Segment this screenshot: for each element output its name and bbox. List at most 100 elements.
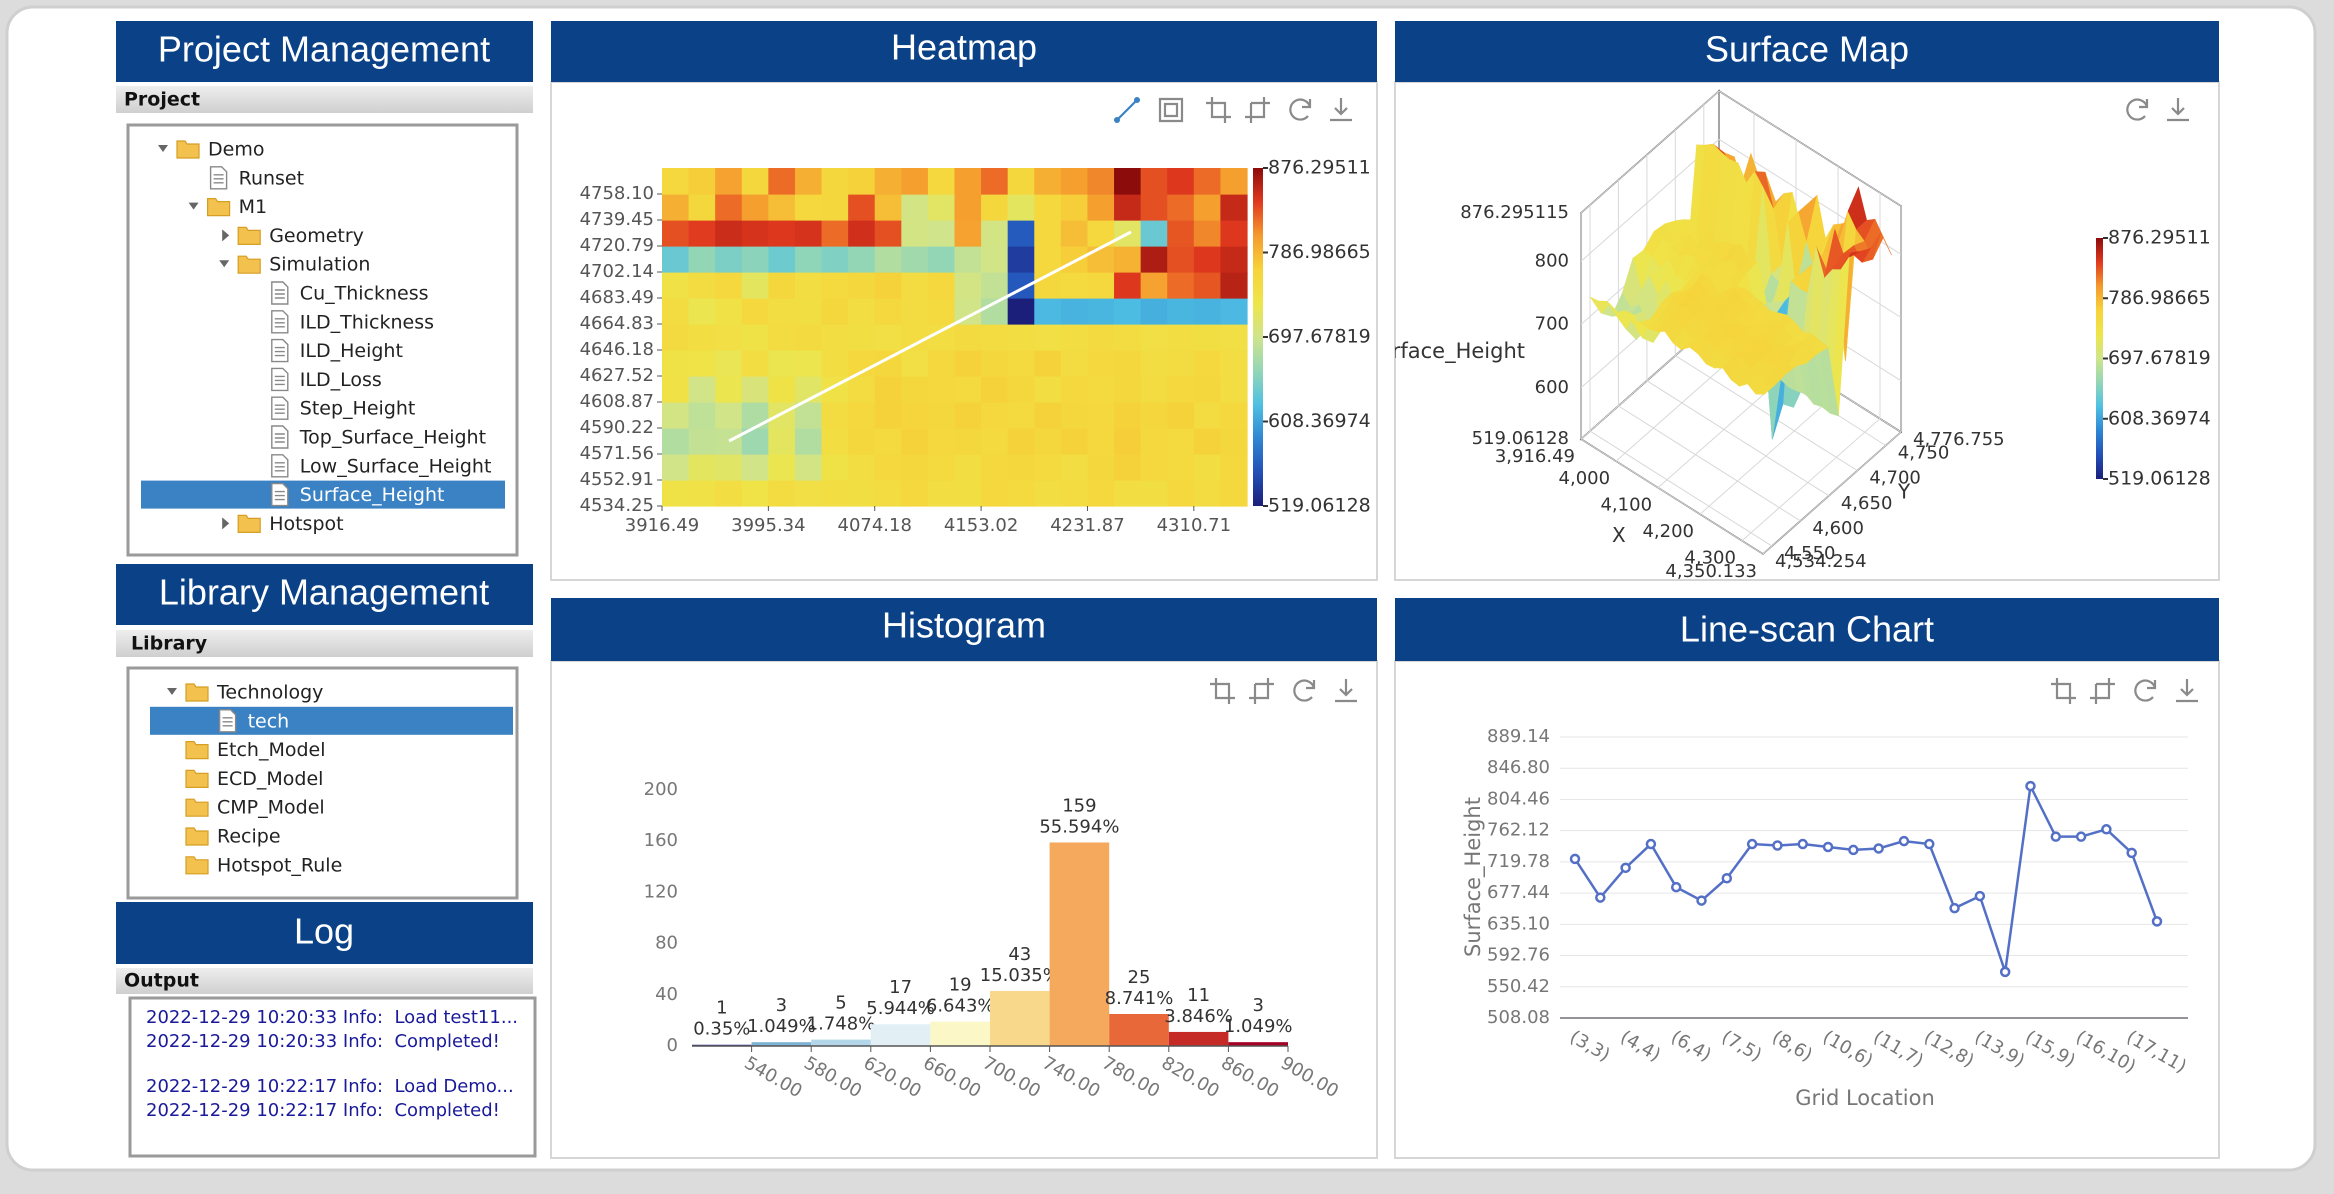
heatmap-cell [1167,324,1195,351]
tree-item[interactable]: Simulation [269,254,370,276]
file-icon [271,425,289,449]
toolbar-button[interactable] [1134,97,1140,103]
toolbar-button[interactable] [1289,98,1312,121]
heatmap-cell [848,454,876,481]
tree-item[interactable]: Cu_Thickness [300,283,429,305]
y-tick-label: 508.08 [1487,1007,1550,1028]
toolbar-button[interactable] [1249,678,1274,704]
heatmap-cell [1034,246,1062,273]
bar [1168,1031,1229,1046]
toolbar-button[interactable] [2090,678,2115,704]
panel-header [116,564,533,625]
heatmap-cell [1114,454,1142,481]
toolbar-button[interactable] [2051,678,2076,704]
tree-item[interactable]: M1 [239,196,267,218]
toolbar-button[interactable] [1206,97,1231,123]
y-tick-label: 846.80 [1487,757,1550,778]
tree-item[interactable]: Low_Surface_Height [300,455,492,477]
toolbar-button[interactable] [1335,679,1357,703]
heatmap-cell [715,220,743,247]
heatmap-cell [901,246,929,273]
heatmap-cell [1220,428,1248,455]
line-point [1797,838,1808,850]
heatmap-cell [954,220,982,247]
toolbar-button[interactable] [2126,98,2149,121]
heatmap-cell [1167,402,1195,429]
toolbar-button[interactable] [1330,98,1352,122]
tree-item[interactable]: tech [248,710,290,732]
toolbar-button[interactable] [2176,679,2198,703]
heatmap-cell [1114,298,1142,325]
y-tick-label: 160 [644,830,678,851]
toolbar-button[interactable] [1210,678,1235,704]
tree-item[interactable]: Top_Surface_Height [299,427,486,449]
tree-item[interactable]: Etch_Model [217,739,326,761]
toolbar-button[interactable] [1245,97,1270,123]
line-point [1746,838,1758,850]
heatmap-cell [848,298,876,325]
heatmap-cell [688,168,716,195]
tree-item[interactable]: ILD_Height [300,340,403,362]
tree-item[interactable]: Geometry [269,225,364,247]
heatmap-cell [874,428,902,455]
bar-percent-label: 1.049% [1224,1016,1293,1037]
toolbar-button[interactable] [2167,98,2189,122]
x-tick-label: 4,100 [1600,495,1652,516]
heatmap-cell [1087,246,1115,273]
heatmap-cell [715,428,743,455]
heatmap-cell [1220,194,1248,221]
heatmap-cell [954,272,982,299]
bar-percent-label: 1.748% [807,1014,876,1035]
heatmap-cell [848,220,876,247]
heatmap-cell [662,220,690,247]
file-icon [271,482,289,507]
line-point [1873,843,1884,854]
expander[interactable] [158,145,168,152]
tree-item[interactable]: ILD_Loss [300,369,382,391]
heatmap-cell [848,324,876,351]
toolbar-button[interactable] [2134,679,2157,702]
y-tick-label: 4683.49 [580,287,654,308]
heatmap-cell [1034,220,1062,247]
tree-item[interactable]: ILD_Thickness [300,311,434,333]
tree-item[interactable]: Technology [216,682,323,704]
expander[interactable] [219,260,230,268]
toolbar-button[interactable] [1116,99,1138,121]
tree-item[interactable]: Hotspot_Rule [217,854,342,876]
toolbar-button[interactable] [1158,97,1184,123]
selection[interactable] [150,706,513,735]
heatmap-cell [954,454,982,481]
expander[interactable] [188,202,199,210]
tree-item[interactable]: Demo [208,139,264,161]
tree-item[interactable]: Runset [239,167,304,189]
heatmap-cell [715,246,743,273]
sub-header [116,86,533,113]
toolbar-button[interactable] [1293,679,1316,702]
toolbar-button[interactable] [1114,117,1120,123]
tree-item[interactable]: Step_Height [300,398,416,420]
panel-header [116,21,533,82]
y-tick-label: 4,650 [1841,493,1893,514]
expander[interactable] [167,688,177,695]
y-tick-label: 4702.14 [580,261,654,282]
heatmap-cell [662,402,690,429]
y-tick-label: 200 [644,779,678,800]
scan-line[interactable] [728,230,1132,443]
tree-item[interactable]: ECD_Model [217,768,323,790]
tree-item[interactable]: Surface_Height [300,484,445,506]
grid-line [1589,205,1773,547]
expander[interactable] [222,517,230,530]
tree-item[interactable]: Recipe [217,826,281,848]
y-tick-label: 4,534.254 [1775,551,1867,572]
line-point [2050,831,2062,842]
heatmap-cell [927,194,956,221]
surface-patch [1755,384,1776,395]
tree-item[interactable]: CMP_Model [217,797,325,819]
sub-header [116,968,533,994]
panel-header [1395,21,2219,82]
y-tick-label: 4739.45 [580,209,654,230]
tree-item[interactable]: Hotspot [269,513,343,535]
heatmap-cell [848,194,876,221]
expander[interactable] [222,229,230,242]
selection[interactable] [141,480,505,509]
